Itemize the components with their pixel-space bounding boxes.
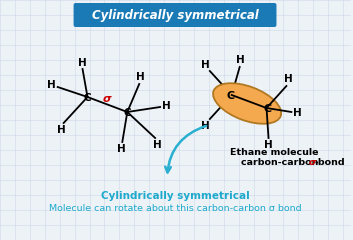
Text: σ: σ [103, 94, 112, 104]
Text: H: H [284, 74, 293, 84]
Ellipse shape [213, 83, 281, 124]
Text: H: H [202, 121, 210, 131]
Text: Cylindrically symmetrical: Cylindrically symmetrical [92, 10, 258, 23]
FancyBboxPatch shape [73, 3, 276, 27]
Text: C: C [84, 93, 91, 103]
Text: H: H [162, 101, 170, 111]
Text: H: H [136, 72, 145, 82]
Text: Molecule can rotate about this carbon-carbon σ bond: Molecule can rotate about this carbon-ca… [49, 204, 301, 213]
Text: σ: σ [308, 158, 316, 167]
Text: carbon-carbon: carbon-carbon [241, 158, 321, 167]
Text: H: H [117, 144, 126, 154]
Text: -bond: -bond [314, 158, 345, 167]
Text: C: C [263, 104, 271, 114]
Text: C: C [227, 91, 235, 101]
Text: H: H [153, 140, 162, 150]
Text: H: H [202, 60, 210, 70]
Text: Ethane molecule: Ethane molecule [230, 148, 319, 157]
Text: H: H [47, 80, 56, 90]
Text: H: H [293, 108, 302, 118]
Text: H: H [78, 58, 87, 68]
Text: H: H [264, 140, 273, 150]
Text: H: H [57, 125, 66, 135]
Text: C: C [124, 108, 131, 118]
Text: Cylindrically symmetrical: Cylindrically symmetrical [101, 191, 250, 201]
Text: H: H [236, 55, 245, 65]
